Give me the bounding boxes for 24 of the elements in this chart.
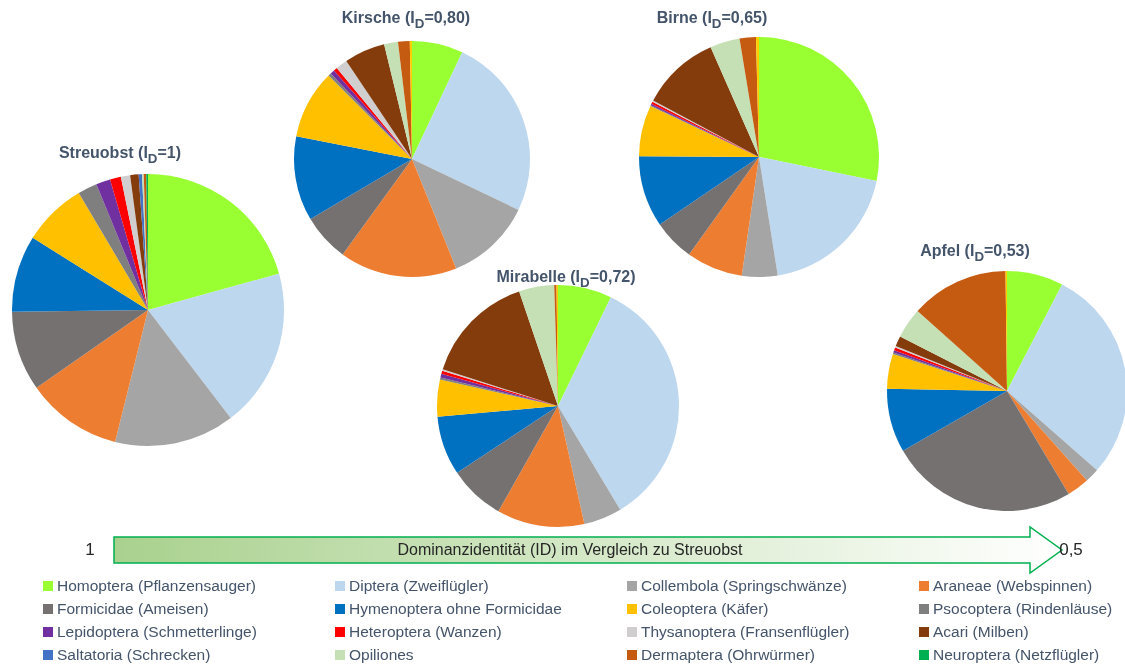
legend-label: Dermaptera (Ohrwürmer)	[641, 646, 815, 664]
legend-label: Araneae (Webspinnen)	[933, 577, 1093, 595]
legend-label: Heteroptera (Wanzen)	[349, 623, 502, 641]
legend-label: Hymenoptera ohne Formicidae	[349, 600, 562, 618]
text: Dominanzidentität (ID) im Vergleich zu Streuobst	[397, 541, 743, 559]
legend-label: Psocoptera (Rindenläuse)	[933, 600, 1113, 618]
slice-label: Birne (I$_{D}$=0,65)	[656, 9, 768, 31]
legend-label: Collembola (Springschwänze)	[641, 577, 847, 595]
legend-label: Formicidae (Ameisen)	[57, 600, 209, 618]
legend-label: Saltatoria (Schrecken)	[57, 646, 211, 664]
legend-label: Coleoptera (Käfer)	[641, 600, 769, 618]
legend-label: Thysanoptera (Fransenflügler)	[641, 623, 850, 641]
slice-label: Mirabelle (I$_{D}$=0,72)	[496, 268, 636, 290]
legend-label: Opiliones	[349, 646, 414, 664]
text: 1	[85, 540, 95, 560]
legend-label: Diptera (Zweiflügler)	[349, 577, 489, 595]
legend-label: Homoptera (Pflanzensauger)	[57, 577, 257, 595]
text: 0,5	[1059, 540, 1083, 560]
legend-label: Acari (Milben)	[933, 623, 1029, 641]
slice-label: Streuobst (I$_{D}$=1)	[58, 144, 182, 166]
slice-label: Apfel (I$_{D}$=0,53)	[920, 242, 1030, 264]
legend-label: Neuroptera (Netzflügler)	[933, 646, 1100, 664]
slice-label: Kirsche (I$_{D}$=0,80)	[341, 9, 471, 31]
legend-label: Lepidoptera (Schmetterlinge)	[57, 623, 257, 641]
